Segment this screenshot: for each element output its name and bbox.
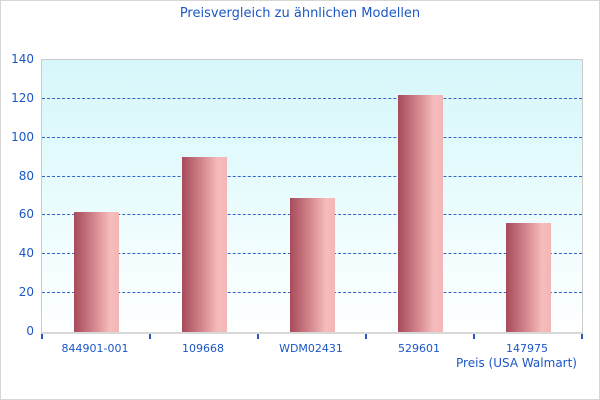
x-category-label: 109668 xyxy=(182,342,224,355)
chart-title: Preisvergleich zu ähnlichen Modellen xyxy=(179,6,421,21)
x-axis-tick xyxy=(365,334,367,339)
plot-area xyxy=(41,59,583,339)
y-tick-label: 100 xyxy=(11,129,34,144)
y-tick-label: 60 xyxy=(18,207,34,222)
y-tick-label: 40 xyxy=(18,246,34,261)
gridline xyxy=(42,97,582,99)
bar xyxy=(397,94,443,332)
y-tick-label: 80 xyxy=(18,168,34,183)
x-axis-tick xyxy=(149,334,151,339)
x-axis-tick xyxy=(581,334,583,339)
x-category-label: 147975 xyxy=(506,342,548,355)
x-axis-tick xyxy=(41,334,43,339)
gridline xyxy=(42,175,582,177)
y-tick-label: 20 xyxy=(18,285,34,300)
x-axis-title: Preis (USA Walmart) xyxy=(456,356,577,370)
bar xyxy=(505,223,551,332)
y-tick-label: 0 xyxy=(26,324,34,338)
x-category-label: WDM02431 xyxy=(279,342,343,355)
x-axis-tick xyxy=(257,334,259,339)
bar xyxy=(181,157,227,332)
bar xyxy=(289,197,335,332)
gridline xyxy=(42,136,582,138)
x-axis-tick xyxy=(473,334,475,339)
y-tick-label: 120 xyxy=(11,90,34,105)
y-tick-label: 140 xyxy=(11,52,34,66)
bar xyxy=(73,211,119,332)
x-category-label: 529601 xyxy=(398,342,440,355)
x-category-label: 844901-001 xyxy=(61,342,129,355)
